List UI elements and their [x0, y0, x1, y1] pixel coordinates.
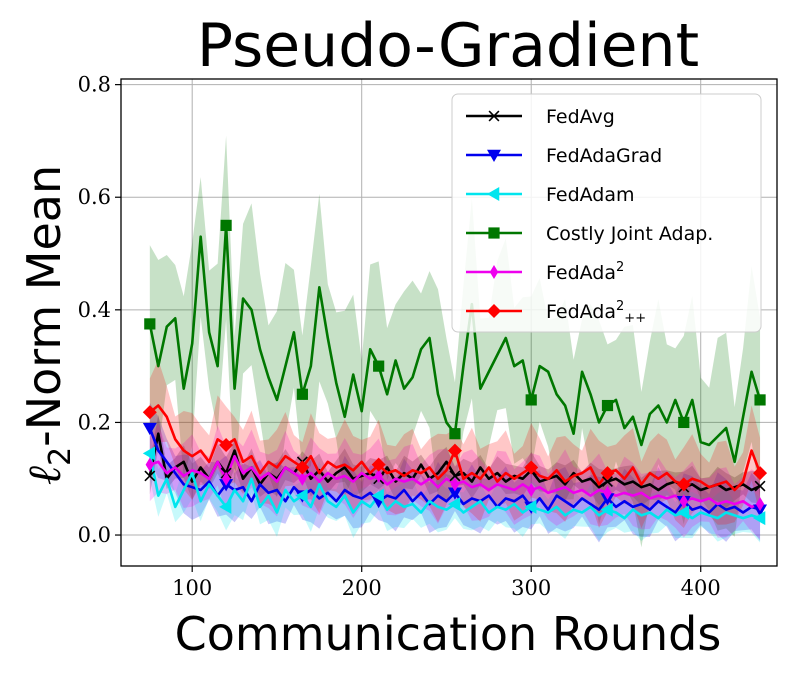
series-band	[149, 433, 761, 543]
legend-marker	[487, 304, 501, 318]
plot-frame	[120, 78, 778, 567]
data-point-stroke	[144, 470, 156, 482]
x-axis-ticks: 100 200 300 400	[172, 566, 721, 600]
legend-marker	[489, 265, 499, 279]
x-tick-label: 400	[681, 576, 721, 600]
legend-label: FedAdaGrad	[546, 145, 662, 167]
y-tick-label: 0.4	[78, 298, 111, 322]
data-point	[142, 405, 157, 420]
data-point	[676, 477, 691, 492]
data-point	[450, 477, 460, 492]
data-point	[296, 388, 308, 400]
data-point	[144, 470, 156, 482]
data-point	[221, 471, 231, 486]
legend-items: FedAvg FedAdaGrad FedAdam Costly Joint Adap…	[466, 106, 713, 326]
data-point	[219, 437, 234, 452]
data-point	[142, 446, 156, 461]
legend-label: FedAda2++	[546, 299, 646, 326]
x-tick-label: 300	[511, 576, 551, 600]
legend-box	[451, 93, 762, 333]
data-point	[754, 480, 766, 492]
series-band	[149, 135, 761, 548]
series-band	[149, 414, 761, 508]
data-point	[447, 443, 462, 458]
data-point	[371, 457, 386, 472]
legend-label-superscript: 2	[616, 299, 624, 314]
y-axis-label-symbol: ℓ	[17, 465, 71, 485]
data-point	[447, 487, 462, 500]
data-point	[374, 468, 383, 483]
y-axis-label-subscript: 2	[43, 447, 78, 466]
data-point	[295, 460, 310, 475]
data-point	[220, 219, 232, 231]
data-point	[676, 505, 690, 520]
data-point	[219, 499, 232, 514]
y-tick-label: 0.8	[78, 73, 111, 97]
legend-label: FedAda2	[546, 260, 624, 284]
y-axis-ticks: 0.0 0.2 0.4 0.6 0.8	[78, 73, 121, 547]
data-point	[753, 511, 766, 526]
legend: FedAvg FedAdaGrad FedAdam Costly Joint Adap…	[451, 93, 762, 333]
data-point	[524, 460, 539, 475]
data-point-stroke	[602, 476, 613, 488]
data-point	[525, 394, 537, 406]
data-point	[449, 428, 461, 440]
data-point	[524, 499, 537, 514]
y-tick-label: 0.0	[78, 523, 111, 547]
data-point	[144, 318, 156, 330]
legend-marker	[488, 110, 500, 122]
data-point	[600, 466, 615, 481]
data-point	[371, 488, 384, 503]
data-point	[145, 457, 155, 472]
y-tick-label: 0.2	[78, 410, 111, 434]
data-point	[600, 502, 613, 517]
legend-label: Costly Joint Adap.	[546, 223, 713, 245]
legend-marker	[487, 187, 500, 201]
data-point	[527, 482, 536, 497]
x-tick-label: 200	[342, 576, 382, 600]
x-axis-label: Communication Rounds	[175, 607, 722, 661]
data-point-stroke	[449, 470, 461, 482]
legend-marker-stroke	[488, 110, 500, 122]
legend-label-superscript: 2	[616, 260, 624, 275]
legend-marker	[488, 227, 500, 239]
legend-marker	[487, 149, 501, 162]
series-markers	[142, 219, 768, 526]
data-point	[373, 360, 385, 372]
legend-label-subscript: ++	[624, 311, 646, 326]
data-point	[601, 399, 614, 412]
legend-label: FedAvg	[546, 106, 615, 128]
data-point	[679, 494, 688, 509]
y-axis-label-text: -Norm Mean	[17, 165, 71, 447]
y-axis-label: ℓ2-Norm Mean	[17, 165, 78, 485]
chart-title: Pseudo-Gradient	[197, 11, 699, 81]
data-point	[295, 488, 308, 503]
legend-label-base: FedAda	[546, 262, 616, 284]
legend-label-base: FedAda	[546, 301, 616, 323]
data-point	[603, 485, 612, 500]
data-point	[449, 470, 461, 482]
data-point	[142, 422, 157, 436]
data-point	[602, 476, 613, 488]
data-point-stroke	[754, 480, 766, 492]
data-point	[754, 394, 766, 406]
data-point	[678, 416, 690, 429]
data-point	[755, 497, 765, 512]
data-point	[447, 497, 461, 512]
data-point	[298, 471, 307, 486]
legend-label: FedAdam	[546, 184, 635, 206]
x-tick-label: 100	[172, 576, 212, 600]
data-point	[753, 466, 768, 481]
y-tick-label: 0.6	[78, 185, 111, 209]
